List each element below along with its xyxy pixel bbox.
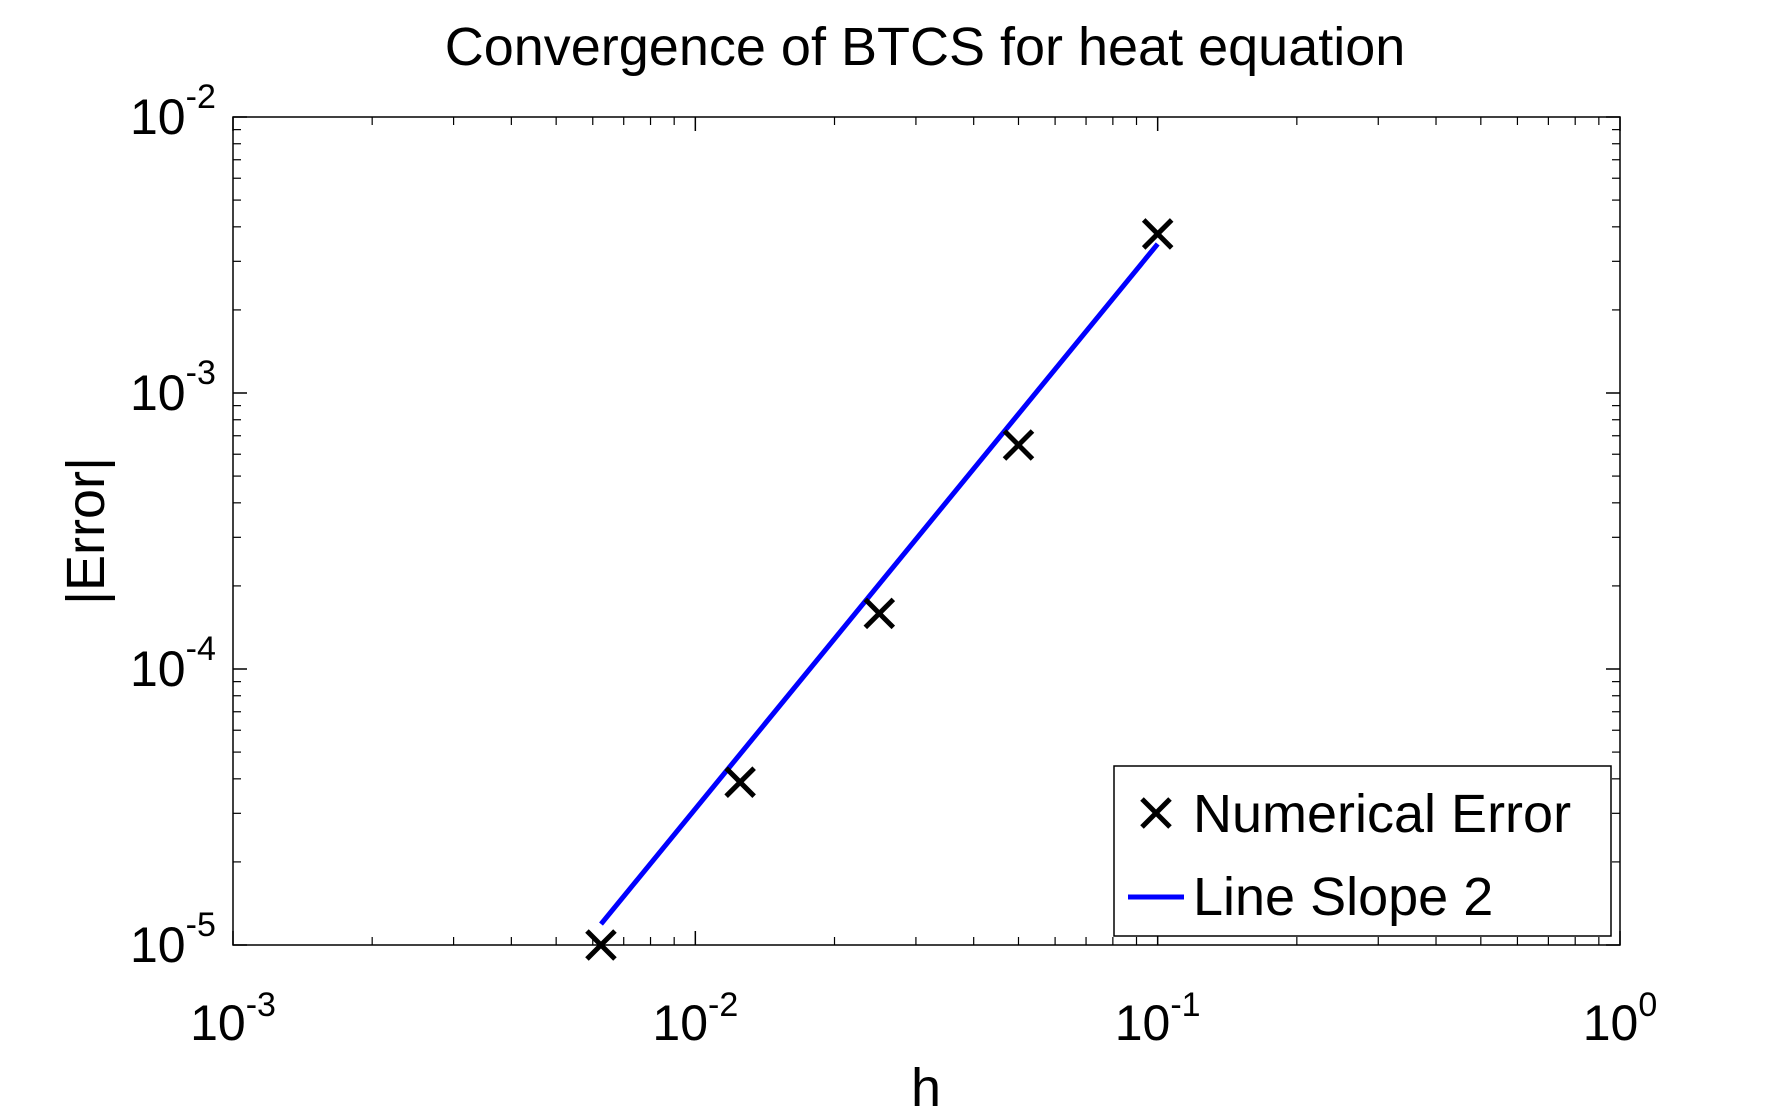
series-line-slope-2 bbox=[599, 242, 1160, 926]
x-tick-label: 10-3 bbox=[190, 986, 276, 1051]
x-axis-label: h bbox=[911, 1058, 941, 1110]
major-ticks bbox=[232, 116, 1621, 946]
x-tick-label: 10-1 bbox=[1115, 986, 1201, 1051]
data-point-numerical-error bbox=[1141, 218, 1174, 250]
data-point-numerical-error bbox=[1002, 429, 1035, 461]
series-layer bbox=[585, 218, 1174, 961]
x-tick-label: 100 bbox=[1583, 986, 1658, 1051]
data-point-numerical-error bbox=[585, 929, 617, 961]
x-tick-label: 10-2 bbox=[652, 986, 738, 1051]
legend-box bbox=[1113, 765, 1612, 937]
data-point-numerical-error bbox=[863, 597, 896, 630]
tick-labels: 10-3 10-2 10-1 100 10-5 10-4 10-3 10-2 bbox=[130, 78, 1657, 1051]
y-tick-label: 10-5 bbox=[130, 906, 216, 973]
y-tick-label: 10-4 bbox=[130, 630, 216, 697]
chart-title: Convergence of BTCS for heat equation bbox=[445, 17, 1406, 77]
legend-label-line-slope-2: Line Slope 2 bbox=[1193, 867, 1493, 927]
legend-marker-numerical-error bbox=[1140, 797, 1172, 829]
legend-label-numerical-error: Numerical Error bbox=[1193, 784, 1571, 844]
y-axis-label: |Error| bbox=[56, 457, 116, 605]
minor-ticks bbox=[233, 117, 1620, 945]
y-tick-label: 10-2 bbox=[130, 78, 216, 145]
legend: Numerical Error Line Slope 2 bbox=[1113, 765, 1612, 937]
data-point-numerical-error bbox=[724, 766, 756, 798]
y-tick-label: 10-3 bbox=[130, 354, 216, 421]
